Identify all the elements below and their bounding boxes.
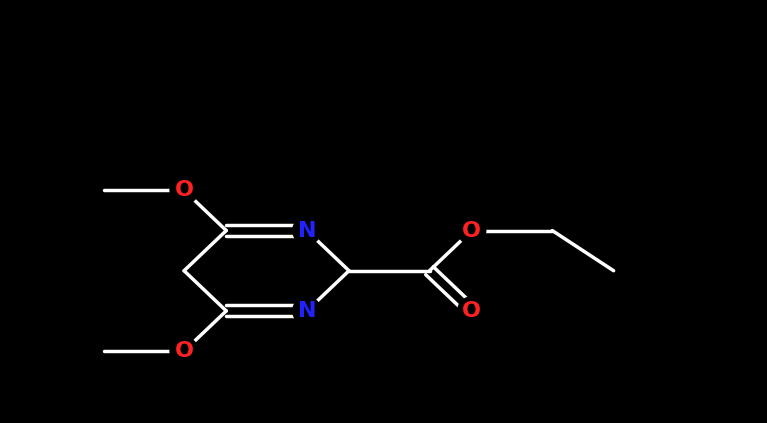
Text: N: N — [298, 220, 316, 241]
Ellipse shape — [458, 297, 486, 325]
Text: N: N — [298, 301, 316, 321]
Ellipse shape — [170, 337, 198, 365]
Ellipse shape — [293, 297, 321, 325]
Ellipse shape — [170, 176, 198, 204]
Ellipse shape — [458, 217, 486, 244]
Ellipse shape — [293, 217, 321, 244]
Text: O: O — [463, 301, 481, 321]
Text: O: O — [463, 220, 481, 241]
Text: O: O — [175, 341, 193, 361]
Text: O: O — [175, 180, 193, 201]
